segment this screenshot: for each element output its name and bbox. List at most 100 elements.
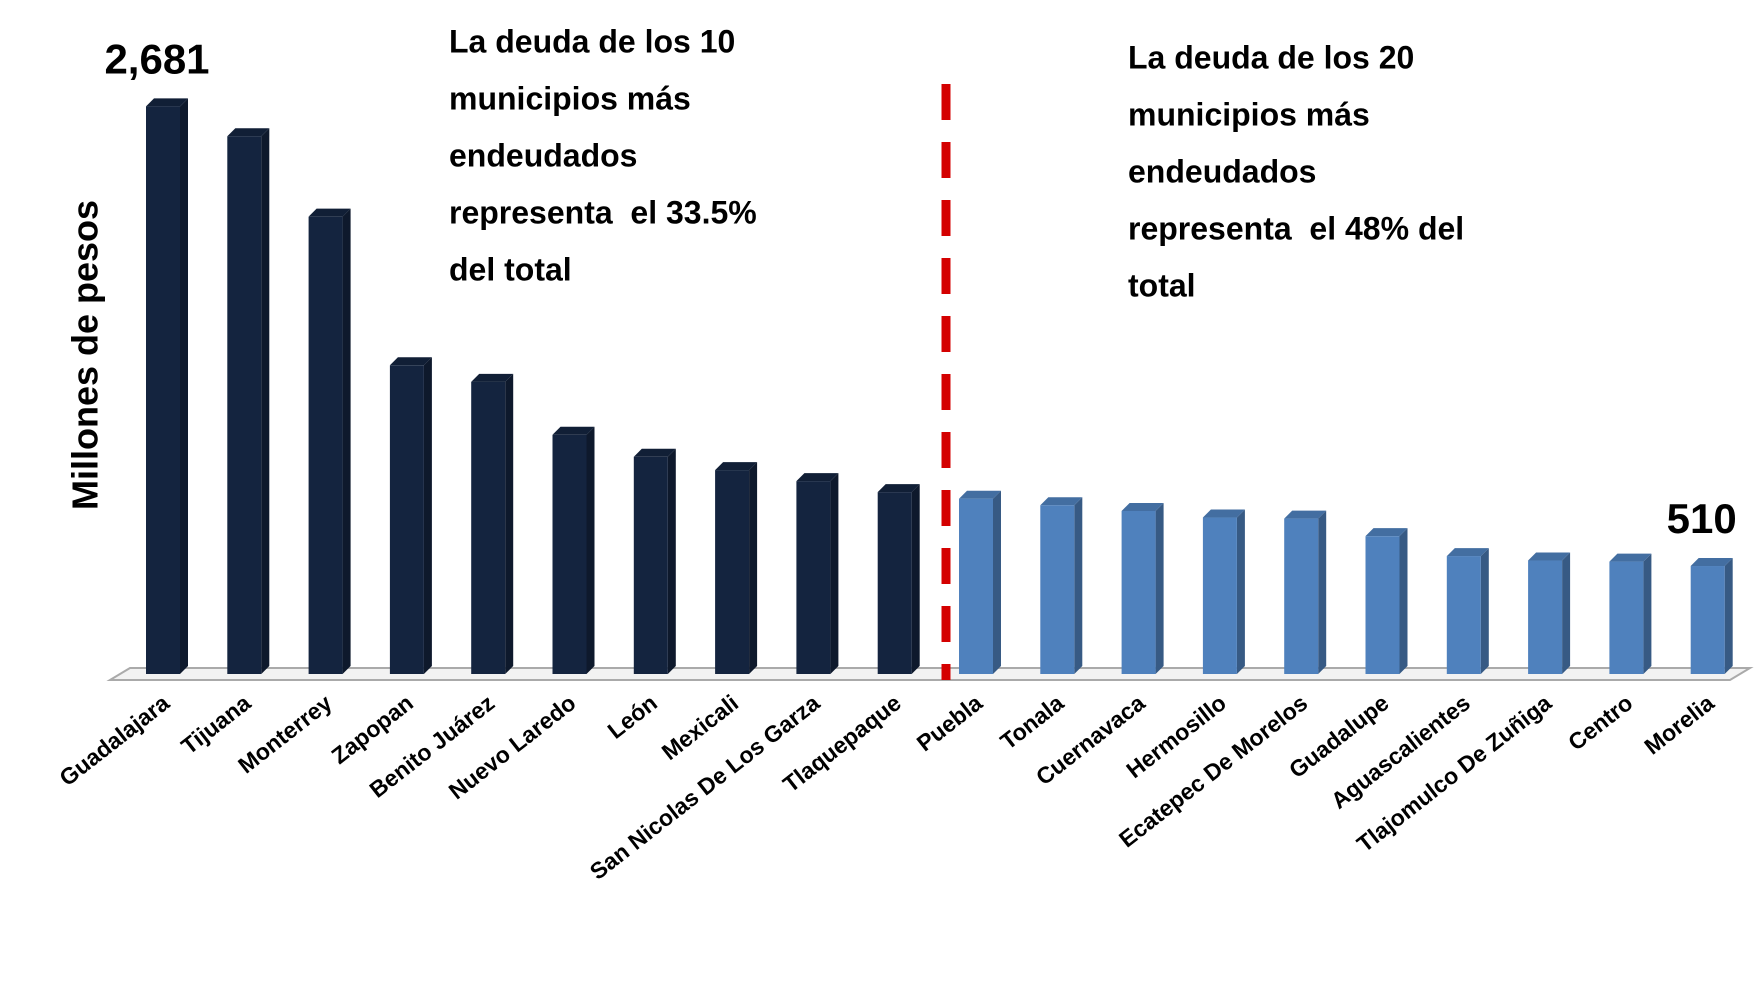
bar	[308, 208, 351, 675]
bar-face	[146, 98, 188, 107]
data-label: 2,681	[104, 35, 209, 82]
bar	[1365, 528, 1408, 674]
bar-face	[1562, 552, 1571, 674]
bar-face	[471, 381, 506, 674]
bar	[1284, 510, 1327, 674]
annotation: La deuda de los 10	[449, 23, 735, 59]
bar-face	[552, 426, 595, 435]
bar-face	[471, 373, 514, 382]
bar-face	[1365, 528, 1408, 537]
bar-face	[1399, 528, 1408, 674]
bar-face	[715, 462, 758, 471]
bar-face	[1690, 566, 1725, 674]
annotation: representa el 48% del	[1128, 210, 1464, 246]
bar-face	[715, 470, 750, 674]
bar	[1690, 558, 1733, 674]
bar-face	[993, 490, 1001, 674]
bar-face	[1528, 552, 1571, 561]
x-tick-label: Tonala	[995, 689, 1068, 754]
bar	[1040, 497, 1083, 674]
bar	[1609, 553, 1652, 674]
bar-face	[1609, 561, 1644, 674]
bar-face	[1609, 553, 1652, 562]
bar-face	[830, 473, 839, 674]
bar-face	[749, 462, 758, 674]
bar-face	[1040, 505, 1075, 674]
annotation: representa el 33.5%	[449, 194, 757, 230]
bar-face	[1121, 510, 1156, 674]
bar	[552, 426, 595, 674]
bar-face	[796, 481, 831, 674]
bar-face	[877, 484, 920, 493]
bar-face	[1202, 509, 1245, 518]
bar-face	[552, 434, 587, 674]
bar-face	[877, 492, 912, 674]
annotation: del total	[449, 251, 572, 287]
bar-face	[342, 208, 351, 675]
annotation: total	[1128, 267, 1196, 303]
bar-face	[1155, 502, 1164, 674]
bar-face	[180, 98, 188, 675]
annotation: endeudados	[1128, 153, 1316, 189]
annotation: endeudados	[449, 137, 637, 173]
bar-face	[1690, 558, 1733, 567]
bar-face	[505, 373, 514, 674]
bar	[1121, 502, 1164, 674]
bar-face	[1121, 502, 1164, 511]
bar-face	[586, 426, 595, 674]
bar	[1528, 552, 1571, 674]
bar	[227, 128, 270, 674]
bar-face	[146, 106, 180, 675]
bar-face	[227, 136, 262, 674]
bar-face	[1643, 553, 1652, 674]
bar-face	[389, 357, 432, 366]
bar	[877, 484, 920, 674]
bar-face	[667, 448, 676, 674]
bar-face	[911, 484, 920, 674]
x-tick-label: Guadalajara	[54, 689, 174, 791]
bar	[959, 490, 1001, 674]
bar	[389, 357, 432, 674]
bar-face	[633, 448, 676, 457]
bar-face	[1480, 548, 1489, 674]
bar-face	[1284, 510, 1327, 519]
annotation: municipios más	[449, 80, 691, 116]
bar-face	[959, 490, 1001, 499]
bar-face	[389, 365, 424, 674]
bar-face	[633, 456, 668, 674]
x-tick-label: León	[603, 689, 662, 743]
bar-face	[1318, 510, 1327, 674]
bar-face	[227, 128, 270, 137]
bar-face	[1724, 558, 1733, 674]
x-tick-label: Centro	[1563, 689, 1637, 755]
bar	[146, 98, 188, 675]
bar-face	[423, 357, 432, 674]
bar-face	[308, 208, 351, 217]
bar-face	[1365, 536, 1400, 674]
floor	[106, 667, 1754, 681]
bar-face	[1236, 509, 1245, 674]
bar-face	[1446, 556, 1481, 674]
bar-face	[796, 473, 839, 482]
annotation: La deuda de los 20	[1128, 39, 1414, 75]
x-tick-label: Aguascalientes	[1326, 689, 1475, 813]
bar-face	[1202, 517, 1237, 674]
bar-face	[959, 498, 993, 674]
y-axis-label: Millones de pesos	[65, 200, 106, 510]
bar	[1202, 509, 1245, 674]
bar-face	[1040, 497, 1083, 506]
bar	[796, 473, 839, 674]
bar	[1446, 548, 1489, 674]
data-label: 510	[1667, 495, 1737, 542]
bar-face	[308, 216, 343, 675]
bar-face	[261, 128, 270, 674]
bar-face	[1446, 548, 1489, 557]
bar	[633, 448, 676, 674]
bar	[715, 462, 758, 674]
bar	[471, 373, 514, 674]
bar-face	[1074, 497, 1083, 674]
annotation: municipios más	[1128, 96, 1370, 132]
bar-face	[1284, 518, 1319, 674]
x-tick-label: Puebla	[912, 689, 988, 756]
